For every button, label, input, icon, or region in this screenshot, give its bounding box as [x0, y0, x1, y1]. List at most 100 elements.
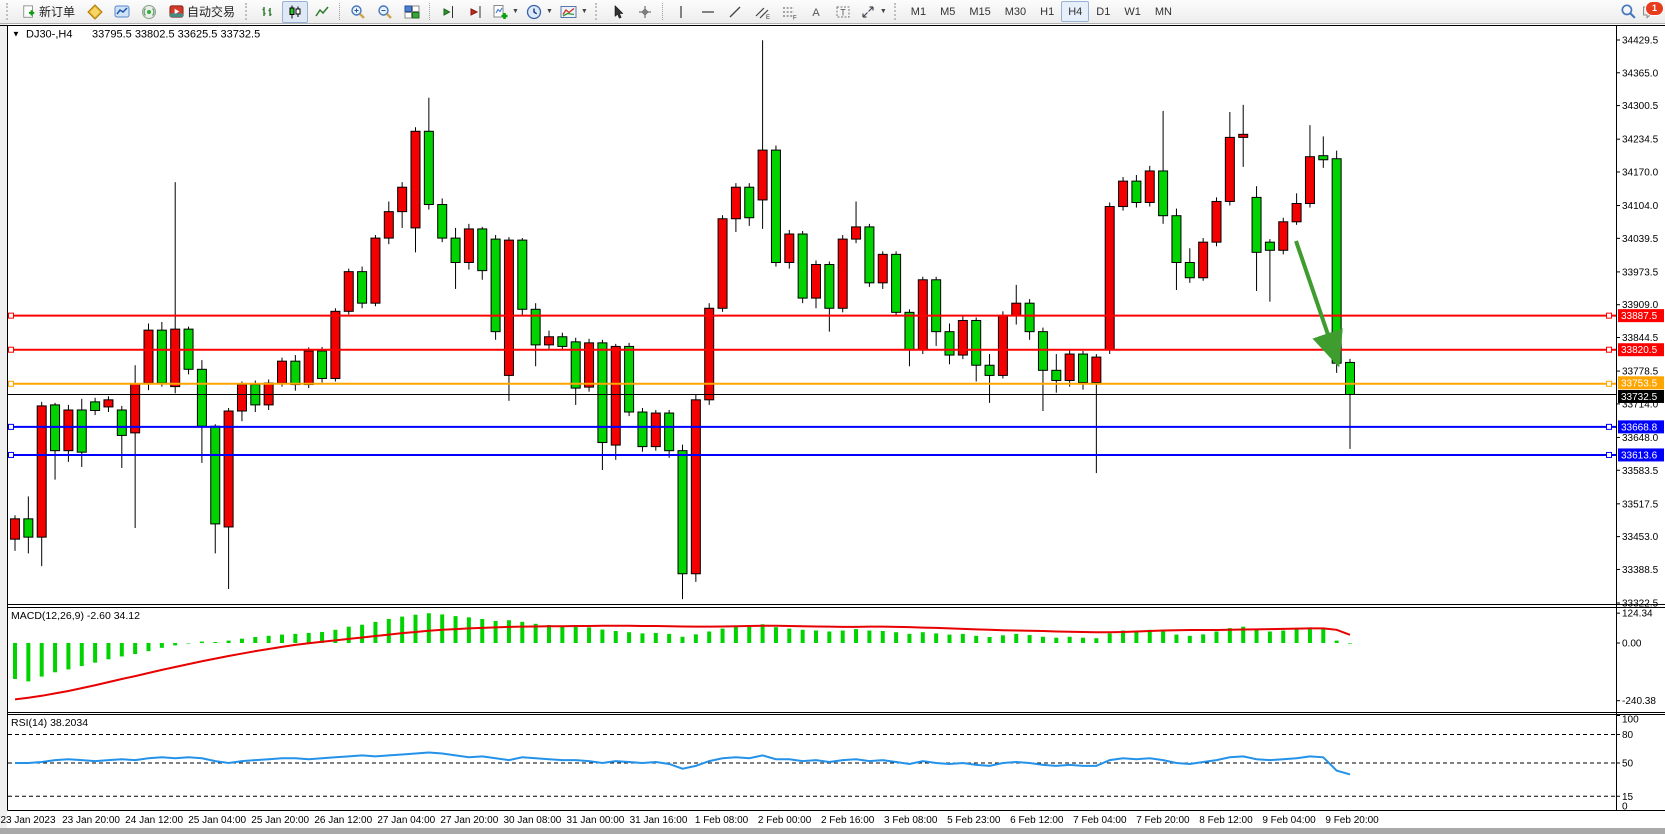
candlestick-chart-button[interactable] — [282, 0, 309, 23]
macd-tick-label: -240.38 — [1622, 696, 1656, 707]
market-watch-button[interactable] — [109, 1, 135, 23]
candle — [463, 223, 474, 270]
candle — [864, 223, 875, 287]
new-chart-button[interactable]: ▼ — [489, 1, 522, 23]
dropdown-arrow-icon[interactable]: ▼ — [879, 8, 887, 15]
candle — [63, 404, 74, 462]
bar-chart-icon — [262, 6, 272, 16]
candle — [1198, 238, 1209, 281]
chart-shift-button[interactable] — [435, 1, 461, 23]
price-line-33668.8[interactable]: 33668.8 — [8, 420, 1664, 434]
time-tick-label: 27 Jan 04:00 — [377, 815, 435, 826]
timeframe-button-W1[interactable]: W1 — [1124, 5, 1141, 18]
tile-windows-button[interactable] — [399, 1, 425, 23]
price-tick-label: 33648.0 — [1622, 433, 1659, 444]
price-line-33732.5[interactable]: 33732.5 — [8, 389, 1664, 403]
cursor-button[interactable] — [605, 1, 631, 23]
fibonacci-tool-button[interactable]: F — [776, 1, 802, 23]
periods-button[interactable]: ▼ — [523, 1, 556, 23]
timeframe-button-H1[interactable]: H1 — [1040, 5, 1055, 18]
horizontal-line-icon — [701, 10, 714, 13]
line-anchor-handle — [8, 346, 14, 353]
time-tick-label: 25 Jan 04:00 — [188, 815, 246, 826]
trendline-tool-button[interactable] — [722, 1, 748, 23]
line-anchor-handle — [8, 451, 14, 458]
toolbar-grip[interactable] — [245, 3, 251, 20]
new-order-icon — [23, 4, 35, 18]
arrows-tool-button[interactable]: ▼ — [857, 1, 890, 23]
bar-chart-button[interactable] — [255, 1, 281, 23]
vertical-line-tool-button[interactable] — [668, 1, 694, 23]
notifications-button[interactable]: 1 — [1641, 0, 1664, 20]
price-tick-label: 34429.5 — [1622, 35, 1659, 46]
timeframe-button-H4[interactable]: H4 — [1061, 1, 1090, 22]
templates-button[interactable]: ▼ — [557, 1, 591, 23]
chart-window-button[interactable] — [82, 1, 108, 23]
time-tick-label: 2 Feb 16:00 — [821, 815, 875, 826]
candle — [330, 308, 341, 382]
line-anchor-handle — [1606, 380, 1612, 387]
timeframe-button-M15[interactable]: M15 — [969, 5, 991, 18]
candle — [1051, 354, 1062, 393]
price-line-33613.6[interactable]: 33613.6 — [8, 448, 1664, 462]
price-line-33753.5[interactable]: 33753.5 — [8, 376, 1664, 390]
toolbar-grip[interactable] — [6, 3, 12, 20]
candle — [1251, 186, 1262, 291]
candle — [1144, 165, 1155, 207]
timeframe-button-D1[interactable]: D1 — [1096, 5, 1111, 18]
text-tool-button[interactable]: A — [803, 1, 829, 23]
trendline-icon — [729, 6, 741, 17]
timeframe-button-M1[interactable]: M1 — [910, 5, 927, 18]
chart-annotations[interactable] — [1294, 240, 1343, 368]
auto-trading-label: 自动交易 — [187, 5, 236, 19]
price-badge — [1618, 389, 1664, 403]
trend-arrow[interactable] — [1294, 240, 1343, 368]
toolbar-grip[interactable] — [893, 3, 900, 20]
chart-canvas[interactable]: 33887.5 33820.5 33753.5 33732.5 33668.8 33613… — [0, 24, 1665, 834]
candle — [851, 201, 862, 244]
macd-tick-label: 124.34 — [1622, 609, 1653, 620]
dropdown-arrow-icon[interactable]: ▼ — [545, 8, 553, 15]
dropdown-arrow-icon[interactable]: ▼ — [512, 8, 519, 15]
price-line-33820.5[interactable]: 33820.5 — [8, 343, 1664, 357]
zoom-out-button[interactable] — [372, 1, 398, 23]
auto-trading-button[interactable]: 自动交易 — [163, 1, 241, 23]
candle — [490, 235, 501, 340]
auto-scroll-button[interactable] — [462, 1, 488, 23]
candle — [650, 409, 661, 451]
candle — [730, 183, 741, 232]
candle — [784, 229, 795, 269]
search-icon[interactable] — [1620, 3, 1637, 20]
line-chart-button[interactable] — [309, 1, 335, 23]
timeframe-button-MN[interactable]: MN — [1154, 5, 1172, 18]
candle — [36, 401, 47, 567]
candle — [410, 127, 421, 253]
window-left-edge — [0, 24, 7, 828]
zoom-in-icon — [351, 4, 365, 19]
price-tick-label: 33778.5 — [1622, 367, 1659, 378]
horizontal-price-lines[interactable]: 33887.5 33820.5 33753.5 33732.5 33668.8 33613… — [8, 309, 1664, 462]
timeframe-button-M5[interactable]: M5 — [940, 5, 956, 18]
candle — [1024, 299, 1035, 340]
horizontal-line-tool-button[interactable] — [695, 1, 721, 23]
price-tick-label: 34300.5 — [1622, 101, 1659, 112]
price-axis[interactable]: 34429.5 34365.0 34300.5 34234.5 34170.0 34104… — [1616, 35, 1659, 610]
channel-tool-button[interactable]: E — [749, 1, 775, 23]
price-badge — [1618, 343, 1664, 357]
candle — [997, 311, 1008, 379]
rsi-tick-label: 0 — [1622, 802, 1628, 813]
time-axis[interactable]: 23 Jan 2023 23 Jan 20:00 24 Jan 12:00 25 Ja… — [0, 815, 1379, 826]
dropdown-arrow-icon[interactable]: ▼ — [580, 8, 588, 15]
toolbar-grip[interactable] — [594, 3, 601, 20]
signals-button[interactable] — [136, 1, 162, 23]
svg-text:F: F — [793, 15, 797, 20]
price-line-33887.5[interactable]: 33887.5 — [8, 309, 1664, 323]
new-order-button[interactable]: 新订单 — [16, 1, 81, 23]
signals-icon — [142, 4, 157, 19]
label-tool-button[interactable]: T — [830, 1, 856, 23]
timeframe-button-M30[interactable]: M30 — [1004, 5, 1027, 18]
collapse-triangle-icon[interactable]: ▼ — [12, 30, 20, 39]
zoom-in-button[interactable] — [345, 1, 371, 23]
time-tick-label: 3 Feb 08:00 — [884, 815, 938, 826]
crosshair-button[interactable] — [632, 1, 658, 23]
